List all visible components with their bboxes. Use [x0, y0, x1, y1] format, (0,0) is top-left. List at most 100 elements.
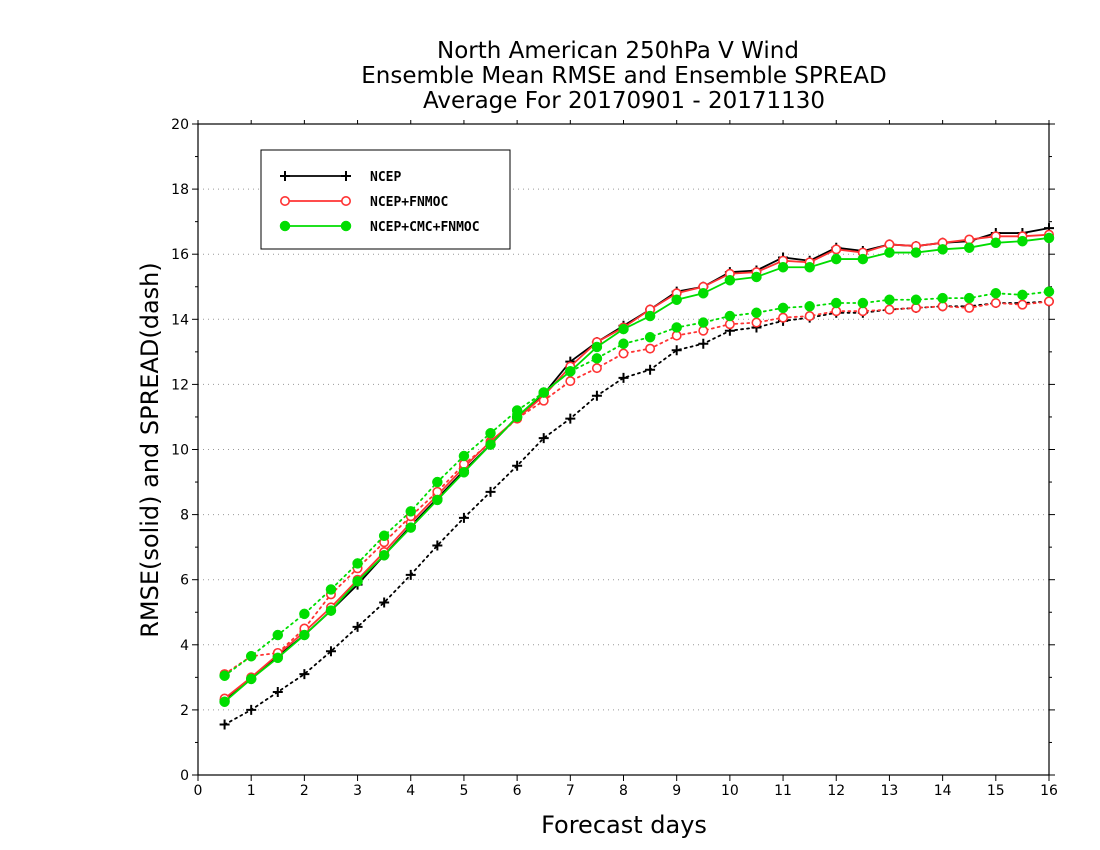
spread-point — [299, 669, 310, 680]
y-tick-label: 16 — [171, 247, 189, 263]
series-ncep-cmc-fnmoc — [219, 232, 1055, 708]
spread-point — [831, 297, 842, 309]
x-axis-label: Forecast days — [541, 811, 707, 839]
y-axis-label: RMSE(solid) and SPREAD(dash) — [136, 262, 164, 638]
spread-point — [964, 302, 975, 313]
spread-point — [565, 366, 576, 377]
x-tick-label: 0 — [194, 783, 203, 799]
legend-box — [260, 149, 511, 250]
y-tick-label: 6 — [180, 573, 189, 589]
legend-entry-ncep: NCEP — [280, 170, 401, 185]
spread-point — [591, 363, 602, 374]
y-tick-label: 14 — [171, 312, 189, 328]
x-tick-label: 5 — [459, 783, 468, 799]
rmse-point — [378, 550, 390, 561]
y-tick-label: 0 — [180, 768, 189, 784]
rmse-point — [219, 696, 230, 708]
legend-marker-end — [341, 171, 351, 181]
legend-marker-start — [279, 220, 291, 232]
spread-point — [245, 650, 257, 662]
grid-lines — [198, 188, 1049, 711]
spread-point — [884, 304, 895, 315]
spread-point — [565, 376, 576, 387]
spread-point — [405, 506, 416, 517]
x-tick-label: 14 — [934, 783, 952, 799]
legend-label: NCEP — [370, 170, 401, 185]
spread-point — [458, 512, 469, 523]
spread-point — [432, 476, 443, 488]
spread-point — [884, 294, 895, 306]
spread-point — [405, 569, 416, 580]
spread-point — [937, 292, 948, 304]
spread-point — [1017, 289, 1028, 301]
spread-point — [325, 584, 337, 595]
x-tick-label: 3 — [353, 783, 362, 799]
rmse-point — [857, 253, 869, 265]
rmse-point — [591, 341, 603, 353]
spread-point — [618, 338, 629, 349]
y-tick-label: 8 — [180, 508, 189, 524]
spread-point — [1044, 296, 1055, 307]
spread-point — [698, 338, 709, 349]
rmse-point — [644, 310, 656, 322]
spread-line-ncep — [223, 300, 1050, 726]
spread-point — [857, 297, 869, 309]
x-tick-label: 2 — [300, 783, 309, 799]
spread-point — [698, 317, 709, 328]
rmse-point — [458, 467, 470, 478]
title-line-2: Ensemble Mean RMSE and Ensemble SPREAD — [361, 63, 886, 89]
rmse-point — [1043, 232, 1055, 244]
spread-point — [379, 597, 390, 608]
x-tick-label: 6 — [513, 783, 522, 799]
spread-point — [751, 317, 762, 328]
spread-point — [671, 345, 682, 356]
legend: NCEP NCEP+FNMOC NCEP+CMC+FNMOC — [260, 149, 511, 250]
y-tick-label: 18 — [171, 182, 189, 198]
rmse-line-ncep-fnmoc — [224, 233, 1050, 700]
spread-point — [751, 307, 762, 319]
spread-point — [565, 413, 576, 424]
rmse-point — [671, 294, 682, 306]
spread-point — [512, 460, 523, 471]
series-ncep-fnmoc — [219, 229, 1055, 704]
spread-point — [963, 292, 975, 304]
x-tick-label: 15 — [987, 783, 1005, 799]
spread-point — [645, 343, 656, 354]
rmse-point — [1017, 235, 1028, 247]
rmse-point — [751, 271, 762, 283]
spread-point — [804, 301, 815, 312]
spread-point — [671, 322, 682, 333]
spread-point — [591, 390, 602, 401]
title-line-3: Average For 20170901 - 20171130 — [423, 88, 825, 114]
spread-point — [272, 629, 284, 641]
x-tick-label: 8 — [619, 783, 628, 799]
spread-point — [804, 311, 815, 322]
spread-point — [299, 608, 310, 620]
y-tick-label: 20 — [171, 117, 189, 133]
spread-point — [432, 540, 443, 551]
spread-point — [378, 530, 390, 542]
x-tick-label: 9 — [672, 783, 681, 799]
spread-point — [724, 310, 736, 322]
spread-point — [618, 372, 629, 383]
rmse-point — [963, 242, 975, 253]
chart-title: North American 250hPa V Wind Ensemble Me… — [361, 38, 886, 114]
spread-point — [618, 348, 629, 359]
x-tick-label: 7 — [566, 783, 575, 799]
legend-label: NCEP+FNMOC — [370, 195, 448, 210]
rmse-point — [990, 237, 1002, 249]
spread-point — [990, 298, 1001, 309]
title-line-1: North American 250hPa V Wind — [437, 38, 799, 64]
rmse-point — [405, 522, 416, 533]
spread-point — [511, 405, 523, 416]
spread-point — [538, 433, 549, 444]
spread-point — [778, 312, 789, 323]
rmse-point — [432, 494, 443, 506]
spread-point — [325, 646, 336, 657]
x-tick-label: 12 — [827, 783, 845, 799]
spread-point — [458, 450, 470, 462]
rmse-point — [485, 439, 496, 450]
spread-point — [990, 288, 1002, 299]
rmse-point — [352, 576, 363, 587]
